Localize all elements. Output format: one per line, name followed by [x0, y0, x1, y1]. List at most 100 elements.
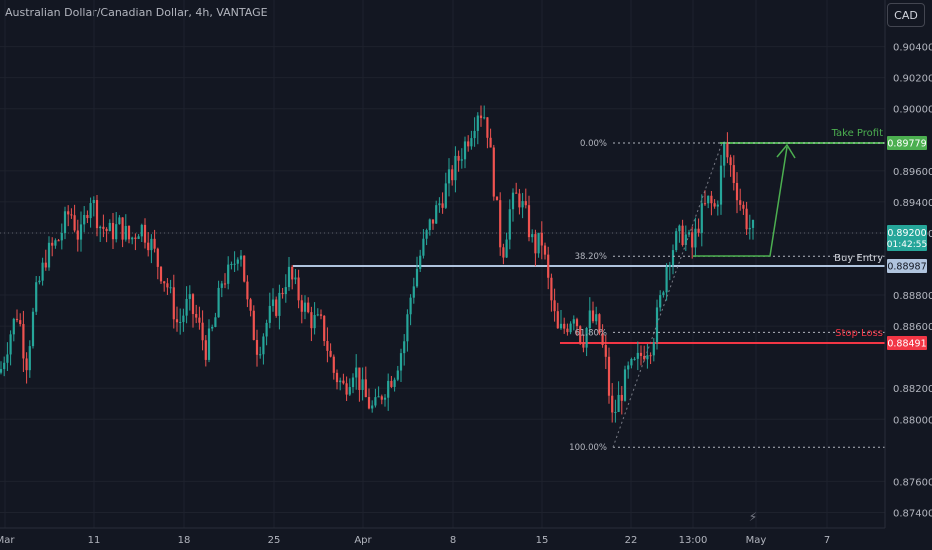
candle-body — [684, 234, 687, 246]
price-tick-label: 0.87400 — [893, 508, 932, 519]
candle-body — [303, 302, 307, 312]
price-tick-label: 0.89600 — [893, 167, 932, 178]
candle-body — [678, 225, 681, 232]
candle-body — [691, 232, 694, 248]
candle-body — [111, 222, 115, 240]
price-tick-label: 0.90000 — [893, 105, 932, 116]
candle-body — [579, 326, 582, 343]
candle-body — [431, 219, 435, 224]
candle-body — [444, 183, 447, 208]
candle-body — [707, 195, 710, 204]
candle-body — [607, 356, 611, 396]
candle-body — [508, 209, 511, 240]
candle-body — [454, 155, 457, 181]
candle-body — [118, 217, 121, 225]
candle-body — [611, 395, 614, 413]
candle-body — [124, 225, 127, 240]
candle-body — [28, 346, 31, 371]
candle-body — [92, 200, 95, 204]
candle-body — [316, 314, 319, 316]
fib-level-label: 61.80% — [575, 328, 607, 338]
candle-body — [207, 328, 211, 360]
price-axis[interactable]: 0.90400 0.90200 0.90000 0.89600 0.89400 0.892… — [884, 0, 932, 528]
candle-body — [687, 232, 691, 235]
candle-body — [291, 266, 294, 280]
candle-body — [425, 230, 428, 239]
candle-body — [236, 259, 239, 264]
candle-body — [435, 205, 438, 224]
buy-entry-name: Buy Entry — [834, 253, 883, 264]
candle-body — [217, 287, 220, 318]
candle-body — [723, 143, 726, 166]
candle-body — [3, 362, 6, 370]
candle-body — [486, 117, 489, 138]
candle-body — [38, 280, 41, 283]
candle-body — [665, 266, 668, 293]
candle-body — [646, 355, 649, 360]
candle-body — [457, 155, 460, 161]
candle-body — [623, 369, 627, 401]
candle-body — [255, 339, 259, 355]
price-tick-label: 0.90200 — [893, 74, 932, 85]
candle-body — [147, 242, 150, 251]
candle-body — [246, 281, 249, 300]
candle-body — [726, 143, 729, 158]
price-tick-label: 0.88200 — [893, 384, 932, 395]
candle-body — [630, 358, 633, 366]
candle-body — [502, 247, 505, 258]
price-tick-label: 0.87600 — [893, 477, 932, 488]
candle-body — [227, 264, 230, 284]
candle-body — [659, 295, 662, 308]
take-profit-name: Take Profit — [831, 128, 884, 139]
time-tick-label: 15 — [536, 535, 549, 546]
currency-button[interactable]: CAD — [887, 3, 925, 27]
candle-body — [361, 379, 364, 390]
candle-body — [406, 314, 409, 342]
candle-body — [604, 345, 607, 357]
candle-body — [447, 169, 451, 184]
grid — [0, 0, 885, 528]
candle-body — [294, 277, 297, 280]
time-tick-label: Mar — [0, 535, 15, 546]
candle-body — [99, 226, 102, 229]
candle-body — [470, 138, 473, 147]
price-tick-label: 0.88600 — [893, 322, 932, 333]
stop-loss-badge — [887, 336, 927, 351]
candle-body — [230, 264, 233, 266]
candle-body — [419, 255, 422, 269]
fib-level-label: 38.20% — [575, 252, 607, 262]
candle-body — [6, 354, 9, 363]
candle-body — [403, 341, 406, 354]
buy-entry-badge-label: 0.88987 — [887, 262, 926, 273]
candle-body — [12, 318, 15, 335]
candle-body — [73, 215, 76, 231]
time-axis[interactable]: Mar 11 18 25 Apr 8 15 22 13:00 May 7 ⚡ — [0, 510, 885, 546]
target-arrow-head — [776, 143, 796, 159]
candles — [0, 105, 755, 423]
candle-body — [281, 292, 284, 295]
candle-body — [271, 299, 275, 306]
candle-body — [0, 369, 3, 373]
candle-body — [223, 283, 227, 285]
candle-body — [377, 396, 380, 398]
candle-body — [191, 294, 195, 315]
candle-body — [182, 315, 185, 323]
candle-body — [467, 141, 470, 147]
candle-body — [569, 323, 572, 333]
candle-body — [86, 214, 89, 219]
candle-body — [137, 236, 140, 240]
candle-body — [374, 397, 377, 406]
candle-body — [313, 315, 316, 329]
candle-body — [735, 182, 739, 201]
candle-body — [390, 380, 393, 387]
candle-body — [51, 242, 54, 246]
candle-body — [483, 117, 486, 119]
candle-body — [83, 214, 86, 225]
candle-body — [495, 196, 499, 201]
candle-body — [409, 297, 412, 315]
time-tick-label: 7 — [824, 535, 830, 546]
candle-body — [441, 203, 444, 208]
candle-body — [521, 201, 524, 208]
candle-body — [700, 203, 703, 233]
